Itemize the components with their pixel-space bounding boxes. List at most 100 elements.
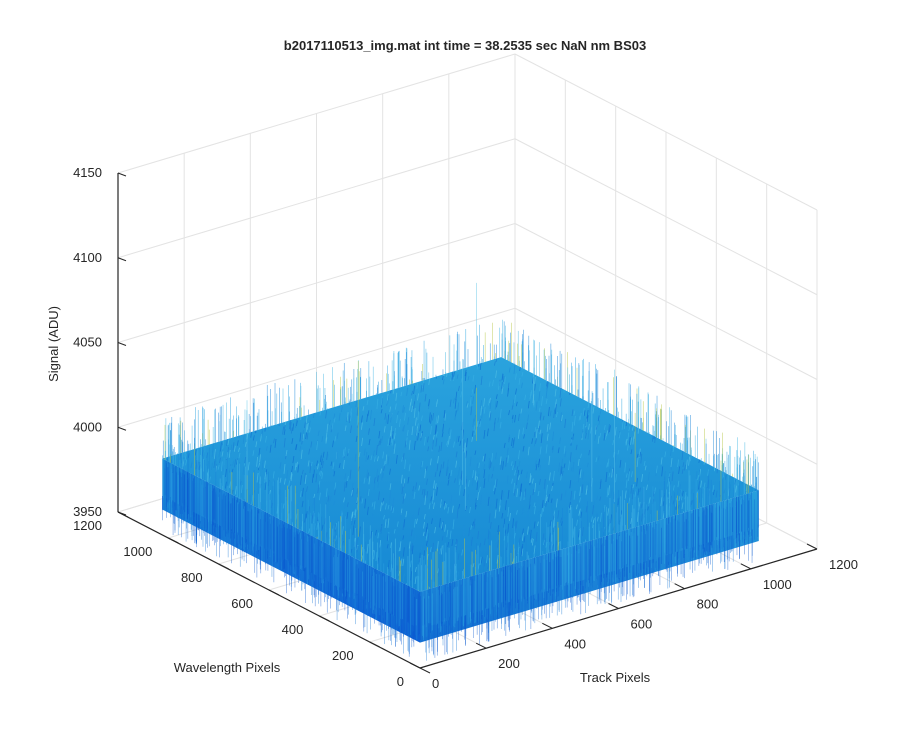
surface-strand — [315, 473, 318, 483]
surface-strand — [508, 410, 510, 416]
surface-strand — [472, 563, 475, 568]
surface-strand — [546, 496, 548, 502]
surface-strand — [230, 444, 233, 454]
surface-strand — [427, 446, 430, 452]
surface-strand — [302, 487, 304, 497]
surface-strand — [373, 501, 376, 510]
surface-strand — [487, 428, 489, 437]
surface-strand — [551, 508, 553, 519]
surface-strand — [577, 458, 580, 466]
surface-left-texture — [163, 458, 420, 640]
surface-strand — [432, 413, 434, 421]
surface-strand — [291, 510, 294, 516]
surface-strand — [387, 532, 390, 541]
x-tick-label: 600 — [631, 617, 653, 632]
surface-strand — [441, 522, 443, 529]
surface-strand — [420, 542, 423, 551]
surface-strand — [544, 538, 546, 545]
surface-strand — [494, 488, 496, 495]
surface-strand — [511, 478, 513, 484]
surface-strand — [317, 463, 319, 470]
surface-strand — [576, 504, 578, 510]
surface-strand — [592, 518, 595, 524]
surface-strand — [606, 430, 608, 436]
surface-strand — [560, 473, 562, 481]
surface-strand — [549, 422, 552, 430]
surface-strand — [627, 432, 630, 441]
surface-strand — [541, 396, 543, 406]
surface-strand — [386, 400, 388, 406]
surface-strand — [232, 460, 234, 466]
surface-strand — [585, 432, 587, 439]
surface-strand — [561, 458, 563, 467]
surface-strand — [414, 518, 416, 528]
surface-strand — [378, 440, 380, 447]
surface-strand — [483, 469, 486, 478]
surface-strand — [442, 378, 445, 385]
surface-strand — [295, 419, 297, 429]
y-tick — [168, 537, 179, 544]
surface-strand — [506, 475, 509, 484]
surface-strand — [540, 433, 543, 444]
surface-strand — [454, 478, 456, 483]
surface-strand — [321, 436, 324, 442]
surface-strand — [392, 497, 395, 507]
surface-strand — [573, 410, 576, 416]
surface-strand — [684, 464, 686, 471]
surface-strand — [579, 497, 581, 503]
y-tick-label: 1200 — [73, 518, 102, 533]
y-tick-label: 1000 — [123, 544, 152, 559]
surface-strand — [432, 542, 434, 552]
surface-strand — [677, 480, 680, 488]
surface-strand — [543, 539, 545, 546]
surface-strand — [383, 515, 385, 520]
surface-strand — [331, 423, 334, 430]
surface-strand — [603, 432, 606, 441]
surface-strand — [597, 455, 600, 461]
surface-strand — [207, 468, 210, 476]
surface-strand — [564, 418, 567, 428]
surface-strand — [535, 438, 537, 444]
surface-strand — [402, 426, 404, 432]
surface-strand — [255, 441, 258, 448]
surface-strand — [516, 510, 518, 515]
surface-strand — [474, 429, 477, 436]
surface-strand — [301, 469, 304, 475]
surface-strand — [402, 535, 405, 540]
surface-strand — [521, 507, 524, 516]
x-tick — [608, 603, 619, 609]
surface-strand — [468, 527, 471, 537]
surface-strand — [385, 415, 388, 424]
x-tick — [409, 662, 421, 669]
y-tick — [319, 615, 330, 622]
surface-strand — [391, 505, 394, 512]
surface-strand — [449, 429, 452, 440]
y-tick — [419, 667, 431, 674]
surface-strand — [338, 413, 341, 421]
surface-strand — [457, 402, 460, 412]
surface-strand — [559, 465, 562, 475]
surface-strand — [231, 489, 234, 495]
surface-strand — [421, 460, 424, 468]
surface-strand — [306, 486, 308, 492]
axis-tick-labels: 3950400040504100415002004006008001000120… — [73, 165, 858, 691]
surface-strand — [305, 432, 307, 440]
surface-strand — [542, 533, 545, 540]
surface-strand — [367, 410, 370, 417]
surface-strand — [507, 388, 509, 397]
surface-strand — [373, 456, 376, 462]
surface-strand — [577, 473, 580, 483]
surface-strand — [467, 494, 469, 501]
surface-strand — [474, 450, 477, 455]
surface-strand — [368, 428, 370, 435]
y-tick — [369, 641, 380, 648]
surface-strand — [303, 472, 306, 482]
surface-strand — [312, 512, 314, 519]
surface-strand — [474, 504, 477, 510]
surface-strand — [305, 415, 308, 424]
surface-strand — [476, 476, 478, 483]
surface-strand — [495, 478, 498, 487]
surface-strand — [497, 530, 500, 535]
surface-strand — [333, 413, 336, 419]
surface-strand — [521, 382, 523, 389]
